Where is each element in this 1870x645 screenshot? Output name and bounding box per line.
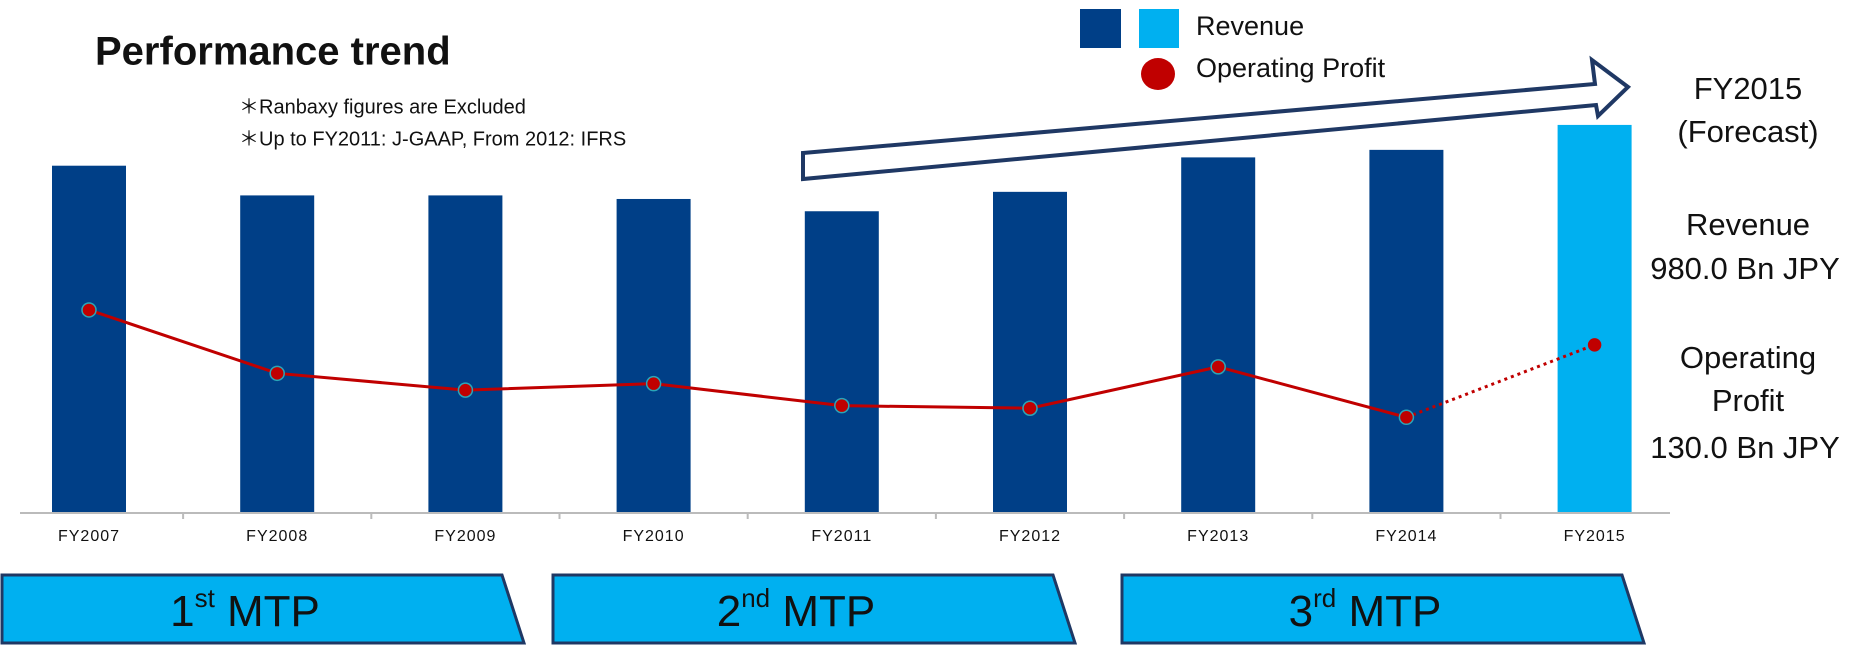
marker [834, 397, 850, 414]
value-label: 980.0 Bn JPY [1650, 251, 1840, 286]
marker [1022, 400, 1038, 416]
x-tick-label: FY2012 [999, 528, 1061, 545]
bar [616, 198, 691, 514]
legend-label: Operating Profit [1196, 53, 1386, 83]
phase-suffix: nd [741, 583, 770, 613]
marker [1210, 359, 1226, 375]
legend-label: Revenue [1196, 11, 1304, 41]
marker [1398, 409, 1415, 426]
x-tick-label: FY2015 [1564, 528, 1626, 545]
phase-label: 2nd MTP [717, 583, 876, 636]
bar [993, 191, 1067, 513]
phase-space [215, 587, 227, 636]
bar [1557, 124, 1632, 514]
phase-banner [1120, 573, 1647, 645]
forecast-line [1405, 343, 1596, 419]
x-tick-label: FY2010 [623, 528, 685, 545]
marker [645, 375, 662, 392]
phase-space [770, 587, 782, 636]
phase-name: MTP [227, 587, 320, 636]
chart-title: Performance trend [95, 30, 451, 74]
bar [428, 195, 503, 513]
x-tick-label: FY2013 [1187, 528, 1249, 545]
x-tick-label: FY2014 [1375, 528, 1437, 545]
phase-suffix: st [195, 583, 216, 613]
annotation: Operating [1680, 340, 1816, 375]
marker [269, 365, 285, 382]
value-label: 130.0 Bn JPY [1650, 430, 1840, 465]
marker [1587, 338, 1602, 352]
annotation: Revenue [1686, 207, 1810, 242]
annotation: Profit [1712, 383, 1785, 418]
phase-banner [0, 573, 527, 645]
legend-swatch [1141, 58, 1175, 90]
x-tick-label: FY2011 [811, 528, 872, 545]
phase-number: 3 [1289, 587, 1313, 636]
legend-swatch [1080, 9, 1121, 48]
phase-number: 2 [717, 587, 741, 636]
phase-label: 1st MTP [170, 583, 320, 636]
annotation: (Forecast) [1677, 114, 1818, 149]
phase-number: 1 [170, 587, 194, 636]
annotation: FY2015 [1694, 71, 1803, 106]
forecast-annotation: FY2015 (Forecast) Revenue 980.0 Bn JPY Opera… [1650, 71, 1840, 465]
phase-space [1336, 587, 1348, 636]
x-tick-label: FY2009 [434, 528, 496, 545]
phases: 1st MTP 2nd MTP 3rd MTP [0, 573, 1647, 645]
bar [52, 165, 126, 513]
line [88, 308, 1407, 419]
marker [457, 382, 474, 398]
legend: Revenue Operating Profit [1080, 9, 1386, 90]
note: ＊Up to FY2011: J-GAAP, From 2012: IFRS [239, 128, 626, 150]
phase-suffix: rd [1313, 583, 1336, 613]
note: ＊Ranbaxy figures are Excluded [239, 96, 526, 118]
legend-swatch [1139, 9, 1179, 48]
trend-arrow [801, 55, 1632, 182]
bar [1181, 157, 1256, 513]
phase-name: MTP [1348, 587, 1441, 636]
x-tick-label: FY2007 [58, 528, 120, 545]
marker [81, 302, 97, 318]
phase-label: 3rd MTP [1289, 583, 1442, 636]
phase-banner [551, 573, 1078, 645]
phase-name: MTP [782, 587, 875, 636]
plot: FY2007 FY2008 FY2009 FY2010 FY2011 FY2012 FY20… [20, 124, 1670, 545]
bar [804, 211, 879, 514]
bar [1369, 149, 1444, 514]
bar [240, 195, 315, 513]
x-tick-label: FY2008 [246, 528, 308, 545]
